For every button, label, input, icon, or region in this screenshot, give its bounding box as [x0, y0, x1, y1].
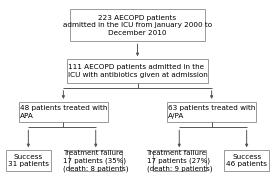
Text: Treatment failure
17 patients (35%)
(death: 8 patients): Treatment failure 17 patients (35%) (dea… — [63, 150, 128, 171]
FancyBboxPatch shape — [67, 59, 208, 83]
FancyBboxPatch shape — [70, 9, 205, 41]
FancyBboxPatch shape — [6, 150, 51, 171]
FancyBboxPatch shape — [19, 102, 108, 122]
Text: Success
31 patients: Success 31 patients — [8, 154, 49, 167]
FancyBboxPatch shape — [224, 150, 269, 171]
Text: Treatment failure
17 patients (27%)
(death: 9 patients): Treatment failure 17 patients (27%) (dea… — [147, 150, 212, 171]
Text: 63 patients treated with
A/PA: 63 patients treated with A/PA — [168, 105, 255, 119]
FancyBboxPatch shape — [153, 150, 205, 171]
Text: Success
46 patients: Success 46 patients — [226, 154, 267, 167]
Text: 223 AECOPD patients
admitted in the ICU from January 2000 to
December 2010: 223 AECOPD patients admitted in the ICU … — [63, 15, 212, 36]
FancyBboxPatch shape — [70, 150, 122, 171]
Text: 111 AECOPD patients admitted in the
ICU with antibiotics given at admission: 111 AECOPD patients admitted in the ICU … — [68, 64, 207, 78]
FancyBboxPatch shape — [167, 102, 256, 122]
Text: 48 patients treated with
APA: 48 patients treated with APA — [20, 105, 107, 119]
